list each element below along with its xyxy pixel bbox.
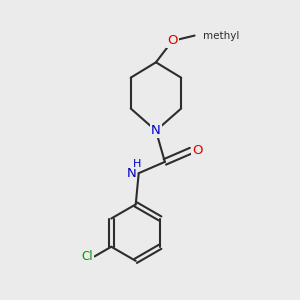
Text: N: N <box>151 124 161 137</box>
Text: Cl: Cl <box>81 250 93 263</box>
Text: H: H <box>133 159 142 169</box>
Text: O: O <box>193 144 203 157</box>
Text: O: O <box>167 34 178 47</box>
Text: N: N <box>127 167 136 180</box>
Text: methyl: methyl <box>203 31 239 40</box>
